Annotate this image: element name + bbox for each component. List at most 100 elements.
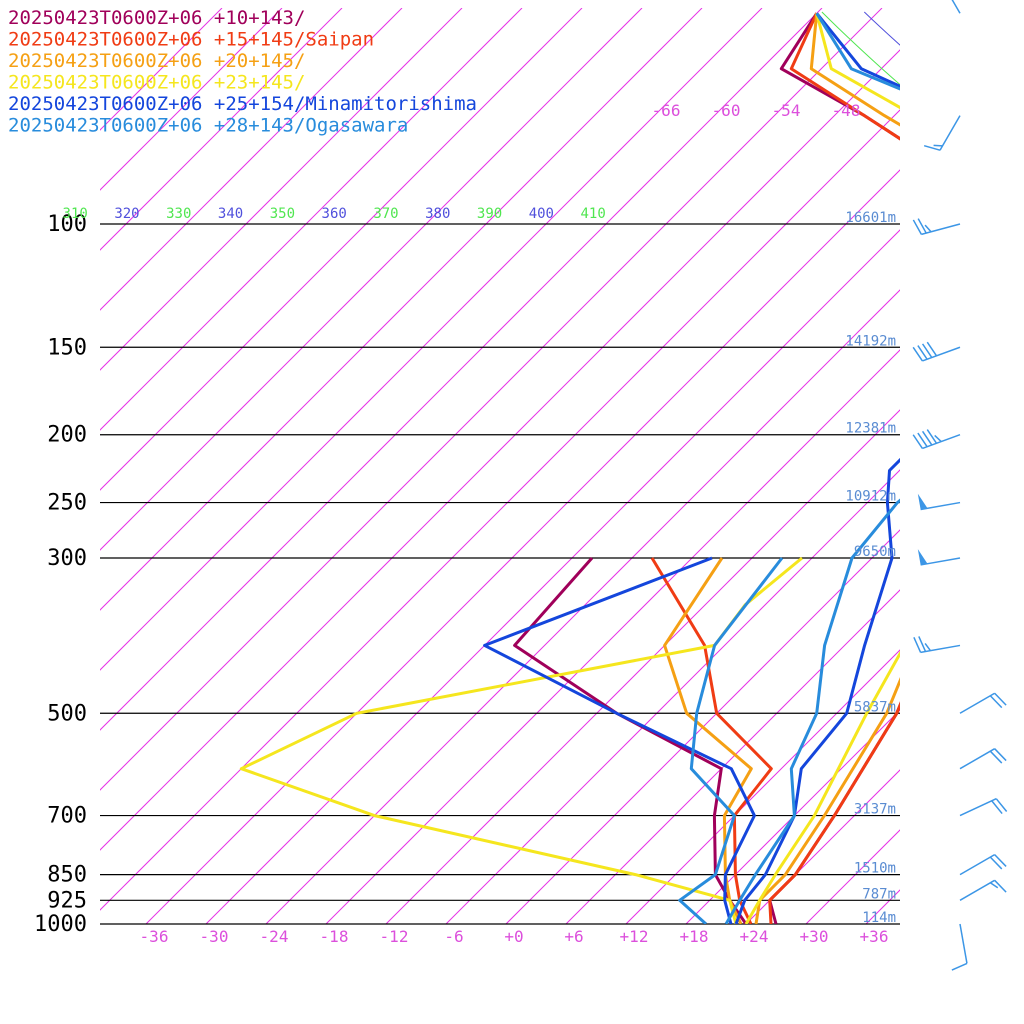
temperature-line-series-1 [768,12,900,924]
temperature-tick-label: +6 [564,927,583,946]
height-label: 1510m [854,861,896,877]
chart-grid [100,8,1024,924]
pressure-label: 700 [47,804,87,829]
height-label: 5837m [854,699,896,715]
isotherm-line [100,8,583,491]
theta-label: 400 [529,206,554,222]
theta-label: 350 [270,206,295,222]
pressure-label: 250 [47,491,87,516]
temperature-line-series-3 [744,12,900,924]
temperature-tick-label: -36 [140,927,169,946]
height-label: 114m [862,910,896,926]
theta-label: 390 [477,206,502,222]
isotherm-line [100,8,823,731]
dewpoint-line-series-4 [483,556,756,924]
isotherm-line [100,8,343,251]
wind-barb [923,115,961,151]
isotherm-line [565,589,900,924]
legend-entry: 20250423T0600Z+06 +25+154/Minamitorishim… [8,93,477,115]
theta-label: 310 [63,206,88,222]
isotherm-line [100,8,523,431]
temperature-tick-label: +30 [800,927,829,946]
upper-temperature-label: -60 [712,101,741,120]
isotherm-line [100,8,403,311]
wind-barb [917,493,961,511]
wind-barb [959,748,1007,770]
isotherm-line [100,8,283,191]
isotherm-line [145,169,900,924]
theta-label: 410 [581,206,606,222]
isotherm-line [100,8,463,371]
height-label: 9650m [854,544,896,560]
wind-barb [959,692,1007,714]
temperature-tick-label: +36 [860,927,889,946]
temperature-tick-label: -24 [260,927,289,946]
pressure-label: 300 [47,546,87,571]
legend-entry: 20250423T0600Z+06 +15+145/Saipan [8,29,374,51]
height-label: 3137m [854,802,896,818]
temperature-tick-label: +24 [740,927,769,946]
pressure-label: 850 [47,863,87,888]
wind-barb [959,879,1007,901]
dewpoint-line-series-1 [650,557,773,924]
pressure-label: 100 [47,212,87,237]
isotherm-line [325,349,900,924]
height-label: 12381m [845,421,896,437]
wind-barb [912,218,961,236]
dewpoint-line-series-0 [513,557,748,924]
isotherm-line [100,49,900,851]
dry-adiabat-240 [863,11,900,46]
wind-barbs [912,0,1008,971]
theta-label: 370 [373,206,398,222]
dewpoint-line-series-5 [678,557,784,924]
wind-barb [912,429,961,450]
wind-barb [912,341,961,362]
pressure-label: 925 [47,888,87,913]
temperature-line-series-5 [724,12,900,924]
isotherm-line [100,109,900,911]
isotherm-line [986,8,1024,924]
wind-barb [959,853,1007,876]
height-label: 16601m [845,210,896,226]
theta-label: 360 [322,206,347,222]
isotherm-line [745,769,900,924]
axis-labels: 100 16601m 150 14192m 200 12381m 250 10912m 300 9… [34,101,896,946]
isotherm-line [100,8,703,611]
temperature-tick-label: +18 [680,927,709,946]
isotherm-line [100,8,223,131]
wind-barb [951,0,961,14]
height-label: 10912m [845,489,896,505]
isobar-lines [100,223,900,925]
height-label: 787m [862,886,896,902]
dewpoint-line-series-2 [663,557,753,924]
isotherm-line [100,8,763,671]
legend-entry: 20250423T0600Z+06 +28+143/Ogasawara [8,115,408,137]
isotherm-line [505,529,900,924]
legend-entry: 20250423T0600Z+06 +10+143/ [8,7,305,29]
wind-barb [917,549,961,566]
isotherm-line [625,649,900,924]
theta-label: 330 [166,206,191,222]
dry-adiabat-270 [992,12,1024,924]
sounding-series [239,12,900,924]
temperature-tick-label: -6 [444,927,463,946]
isotherm-line [805,829,900,924]
legend-entry: 20250423T0600Z+06 +23+145/ [8,72,305,94]
isotherm-line [100,8,883,791]
upper-temperature-label: -48 [832,101,861,120]
wind-barb [951,923,968,971]
pressure-label: 200 [47,423,87,448]
upper-temperature-label: -66 [652,101,681,120]
theta-label: 380 [425,206,450,222]
isotherm-line [205,229,900,924]
isotherm-line [265,289,900,924]
temperature-tick-label: -12 [380,927,409,946]
wind-barb [959,797,1008,817]
wind-barb [913,636,961,654]
legend: 20250423T0600Z+06 +10+143/20250423T0600Z… [8,7,477,137]
isotherm-line [685,709,900,924]
temperature-tick-label: +0 [504,927,523,946]
dry-adiabat-250 [907,12,1024,924]
isotherm-line [100,8,643,551]
